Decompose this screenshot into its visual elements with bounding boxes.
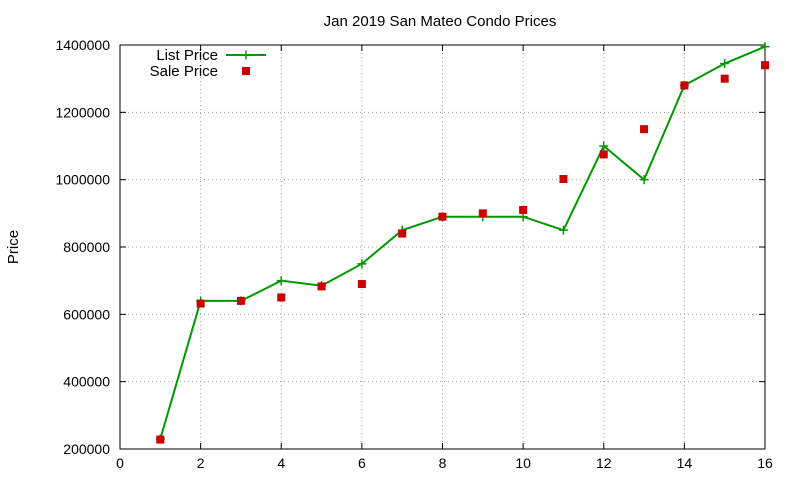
sale-price-point bbox=[720, 74, 729, 83]
sale-price-point bbox=[559, 174, 568, 183]
sale-price-point bbox=[680, 81, 689, 90]
list-price-point bbox=[558, 225, 568, 235]
sale-price-point bbox=[196, 299, 205, 308]
x-tick-label: 2 bbox=[197, 455, 205, 471]
series-layer bbox=[155, 42, 770, 444]
x-tick-label: 4 bbox=[277, 455, 285, 471]
grid bbox=[120, 45, 765, 449]
list-price-point bbox=[599, 141, 609, 151]
list-price-line bbox=[159, 45, 766, 440]
y-tick-label: 1000000 bbox=[55, 172, 110, 188]
y-tick-label: 200000 bbox=[63, 441, 110, 457]
x-tick-label: 10 bbox=[515, 455, 531, 471]
x-tick-label: 8 bbox=[439, 455, 447, 471]
sale-price-point bbox=[519, 205, 528, 214]
list-price-point bbox=[639, 175, 649, 185]
y-axis-label: Price bbox=[5, 230, 22, 264]
legend-label: List Price bbox=[156, 47, 218, 64]
y-tick-label: 1400000 bbox=[55, 37, 110, 53]
axis-ticks: 0 2 4 6 8 10 12 14 16 200000 400000 600000 800000 100… bbox=[55, 37, 773, 471]
list-price-point bbox=[276, 276, 286, 286]
y-tick-label: 800000 bbox=[63, 239, 110, 255]
legend-label: Sale Price bbox=[150, 63, 218, 80]
legend-swatch-marker bbox=[242, 67, 250, 75]
list-price-point bbox=[357, 259, 367, 269]
x-tick-label: 14 bbox=[677, 455, 693, 471]
y-tick-label: 1200000 bbox=[55, 104, 110, 120]
x-tick-label: 16 bbox=[757, 455, 773, 471]
sale-price-point bbox=[357, 280, 366, 289]
x-tick-label: 12 bbox=[596, 455, 612, 471]
sale-price-point bbox=[478, 209, 487, 218]
legend-swatch-marker bbox=[241, 50, 251, 60]
sale-price-point bbox=[599, 150, 608, 159]
y-tick-label: 600000 bbox=[63, 306, 110, 322]
list-price-point bbox=[720, 59, 730, 69]
sale-price-point bbox=[236, 296, 245, 305]
sale-price-point bbox=[317, 282, 326, 291]
list-price-point bbox=[760, 42, 770, 52]
sale-price-point bbox=[438, 212, 447, 221]
sale-price-point bbox=[156, 435, 165, 444]
sale-price-point bbox=[277, 293, 286, 302]
sale-price-point bbox=[761, 61, 769, 70]
x-tick-label: 6 bbox=[358, 455, 366, 471]
chart-title: Jan 2019 San Mateo Condo Prices bbox=[324, 13, 557, 30]
x-tick-label: 0 bbox=[116, 455, 124, 471]
y-tick-label: 400000 bbox=[63, 374, 110, 390]
sale-price-point bbox=[640, 125, 649, 134]
sale-price-point bbox=[398, 229, 407, 238]
